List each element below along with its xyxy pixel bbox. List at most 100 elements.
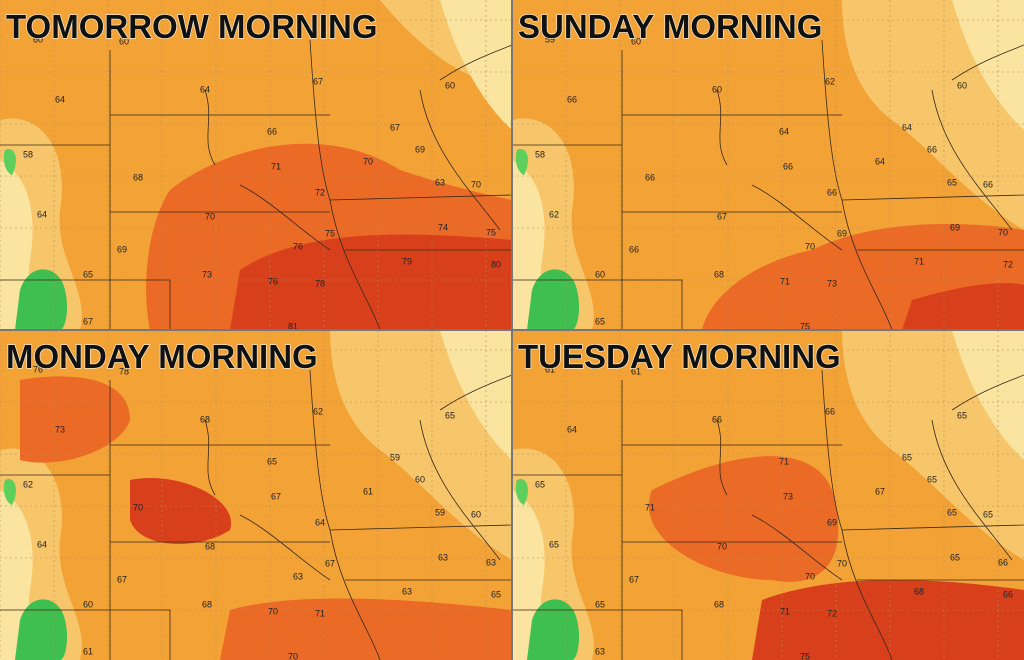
temperature-label: 80 — [491, 259, 501, 269]
rain-zone — [527, 599, 580, 660]
cool-zone — [952, 330, 1024, 460]
temperature-label: 67 — [717, 211, 727, 221]
temperature-label: 65 — [267, 456, 277, 466]
temperature-label: 71 — [645, 502, 655, 512]
rain-zone — [515, 479, 528, 505]
temperature-label: 64 — [902, 122, 912, 132]
temperature-label: 71 — [315, 608, 325, 618]
temperature-label: 59 — [390, 452, 400, 462]
temperature-label: 60 — [595, 269, 605, 279]
temperature-label: 60 — [415, 474, 425, 484]
rain-zone — [3, 479, 16, 505]
temperature-label: 63 — [402, 586, 412, 596]
warm-zone — [648, 456, 839, 582]
rain-zone — [515, 149, 528, 175]
state-border — [512, 369, 1024, 660]
rain-zone — [15, 599, 68, 660]
temperature-label: 61 — [631, 366, 641, 376]
temperature-label: 65 — [535, 479, 545, 489]
temperature-label: 65 — [927, 474, 937, 484]
temperature-label: 69 — [827, 517, 837, 527]
cool-zone — [440, 330, 512, 460]
cool-zone — [440, 0, 512, 130]
state-border — [0, 39, 513, 331]
temperature-label: 64 — [55, 94, 65, 104]
temperature-label: 66 — [645, 172, 655, 182]
temperature-label: 72 — [827, 608, 837, 618]
temperature-label: 75 — [486, 227, 496, 237]
panel-title: TUESDAY MORNING — [518, 338, 841, 375]
temperature-label: 69 — [950, 222, 960, 232]
temperature-label: 71 — [779, 456, 789, 466]
temperature-label: 73 — [55, 424, 65, 434]
panel-title: MONDAY MORNING — [6, 338, 318, 375]
rain-zone — [527, 269, 580, 330]
temperature-label: 66 — [927, 144, 937, 154]
temperature-label: 64 — [875, 156, 885, 166]
temperature-label: 65 — [947, 177, 957, 187]
temperature-label: 67 — [390, 122, 400, 132]
temperature-label: 66 — [827, 187, 837, 197]
rain-zone — [15, 269, 68, 330]
state-border — [512, 39, 1024, 331]
temperature-label: 71 — [780, 276, 790, 286]
temperature-label: 66 — [712, 414, 722, 424]
river — [716, 89, 843, 251]
temperature-label: 64 — [315, 517, 325, 527]
river — [204, 89, 331, 251]
map-panel: 61 61 64 66 66 65 65 71 65 65 67 71 73 65 65 69 65 70 65 66… — [511, 330, 1024, 660]
temperature-label: 68 — [205, 541, 215, 551]
temperature-label: 75 — [800, 321, 810, 331]
temperature-label: 73 — [783, 491, 793, 501]
temperature-label: 62 — [549, 209, 559, 219]
temperature-label: 67 — [629, 574, 639, 584]
temperature-label: 76 — [33, 364, 43, 374]
temperature-label: 67 — [875, 486, 885, 496]
temperature-label: 70 — [717, 541, 727, 551]
temperature-label: 70 — [805, 241, 815, 251]
warm-zone — [230, 234, 512, 330]
temperature-label: 59 — [545, 34, 555, 44]
temperature-label: 65 — [595, 599, 605, 609]
temperature-label: 63 — [435, 177, 445, 187]
temperature-label: 66 — [267, 126, 277, 136]
temperature-label: 66 — [1003, 589, 1013, 599]
temperature-label: 64 — [37, 539, 47, 549]
temperature-label: 65 — [445, 410, 455, 420]
temperature-label: 61 — [363, 486, 373, 496]
temperature-label: 58 — [535, 149, 545, 159]
warm-zone — [130, 478, 232, 544]
temperature-label: 66 — [998, 557, 1008, 567]
temperature-label: 64 — [200, 84, 210, 94]
temperature-label: 65 — [950, 552, 960, 562]
temperature-label: 63 — [438, 552, 448, 562]
temperature-label: 75 — [325, 228, 335, 238]
temperature-label: 81 — [288, 321, 298, 331]
temperature-label: 73 — [202, 269, 212, 279]
temperature-label: 67 — [117, 574, 127, 584]
temperature-label: 62 — [825, 76, 835, 86]
temperature-label: 71 — [780, 606, 790, 616]
temperature-label: 70 — [805, 571, 815, 581]
temperature-label: 70 — [268, 606, 278, 616]
temperature-label: 67 — [313, 76, 323, 86]
temperature-label: 62 — [313, 406, 323, 416]
temperature-label: 66 — [629, 244, 639, 254]
map-panel: 60 60 64 64 67 60 58 66 67 69 70 68 71 63 70 72 64 70 74 75… — [0, 0, 513, 331]
panel-title: SUNDAY MORNING — [518, 8, 822, 45]
temperature-label: 68 — [202, 599, 212, 609]
temperature-label: 60 — [445, 80, 455, 90]
map-panel: 76 78 73 68 62 65 62 65 59 60 61 70 67 59 60 64 64 68 63 63… — [0, 330, 513, 660]
temperature-label: 60 — [33, 34, 43, 44]
temperature-label: 68 — [714, 269, 724, 279]
temperature-label: 70 — [471, 179, 481, 189]
temperature-label: 66 — [983, 179, 993, 189]
temperature-label: 78 — [119, 366, 129, 376]
temperature-label: 67 — [83, 316, 93, 326]
temperature-label: 65 — [491, 589, 501, 599]
temperature-label: 65 — [902, 452, 912, 462]
temperature-label: 74 — [438, 222, 448, 232]
river — [204, 419, 331, 581]
temperature-label: 69 — [117, 244, 127, 254]
